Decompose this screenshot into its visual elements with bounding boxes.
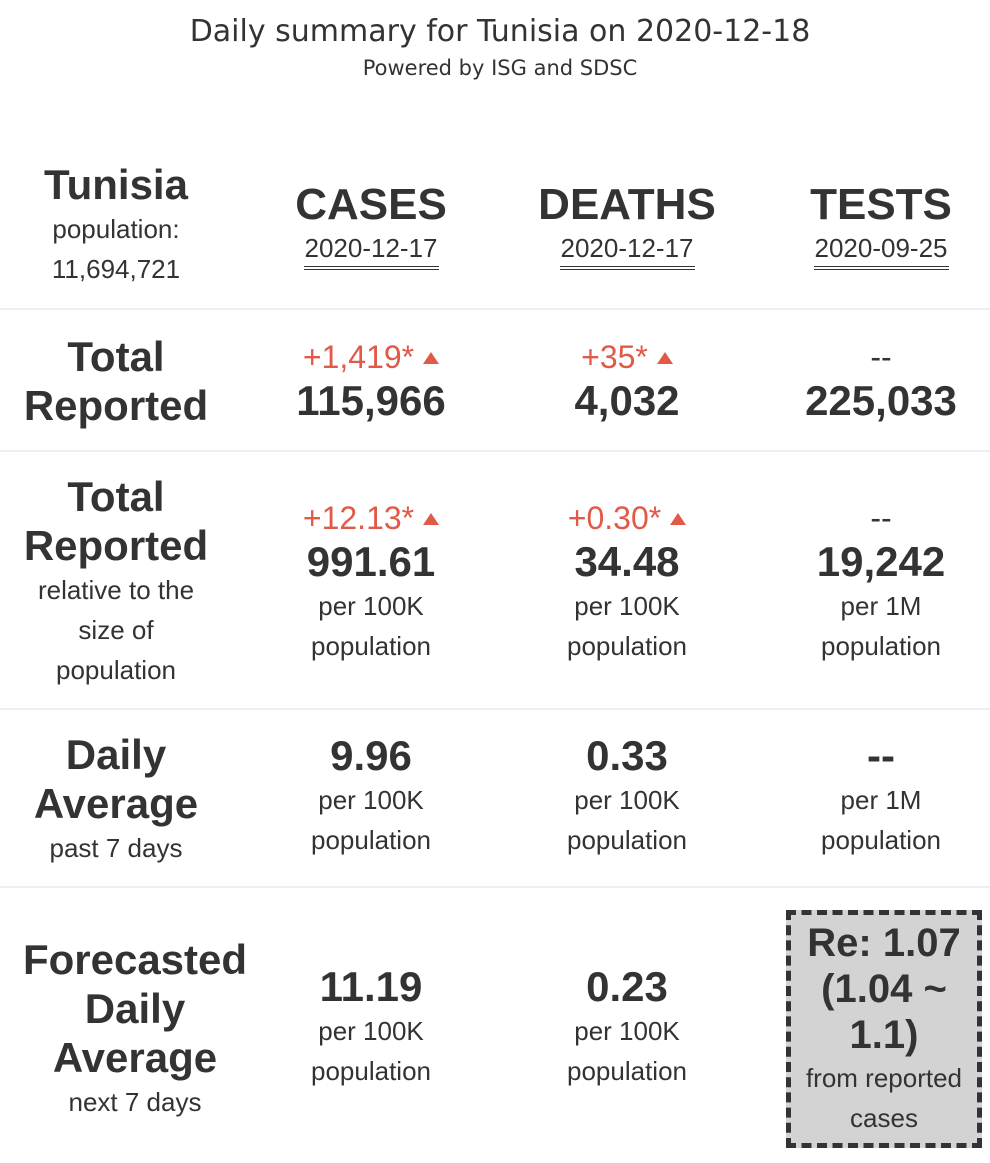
tests-header: TESTS 2020-09-25 [755,150,990,270]
tests-delta: -- [870,339,892,375]
re-estimate-box: Re: 1.07 (1.04 ~ 1.1) from reported case… [786,910,982,1148]
row-label-line: Forecasted [22,936,248,983]
cases-delta-text: +1,419* [302,339,415,375]
cases-date: 2020-12-17 [303,230,439,270]
triangle-up-icon [656,351,673,364]
unit-label: per 1M [840,785,922,815]
country-name: Tunisia [44,161,188,208]
page-title: Daily summary for Tunisia on 2020-12-18 [189,14,811,49]
deaths-delta: +35* [581,337,673,377]
deaths-delta: +0.30* [567,498,687,538]
re-source-end: cases [850,1103,918,1133]
tests-date: 2020-09-25 [813,230,949,270]
deaths-total: 4,032 [574,377,680,424]
relative-label: Total Reported relative to the size of p… [0,452,232,710]
triangle-up-icon [423,512,440,525]
row-label-line: Average [33,780,199,827]
row-sublabel: population [56,655,176,685]
header-row: Tunisia population: 11,694,721 CASES 202… [0,150,990,308]
row-sublabel: size of [78,615,154,645]
deaths-relative: 34.48 [574,538,680,585]
row-label-line: Total [67,333,165,380]
population-label: population: [52,214,180,244]
row-label-line: Reported [23,522,209,569]
forecast-cases-cell: 11.19 per 100K population [243,888,499,1163]
row-sublabel: past 7 days [49,833,183,863]
cases-total: 115,966 [296,377,446,424]
daily-cases-cell: 9.96 per 100K population [243,710,499,888]
deaths-date: 2020-12-17 [559,230,695,270]
unit-label: per 100K [574,1015,680,1046]
relative-row: Total Reported relative to the size of p… [0,450,990,710]
relative-cases-cell: +12.13* 991.61 per 100K population [243,452,499,666]
population-value: 11,694,721 [51,254,181,284]
deaths-delta-text: +35* [581,339,648,375]
unit-label: population [567,1055,687,1086]
unit-label: population [567,825,687,855]
total-reported-row: Total Reported +1,419* 115,966 +35* 4,03… [0,308,990,452]
unit-label: per 100K [318,785,424,815]
cases-forecast: 11.19 [319,962,423,1010]
unit-label: per 1M [840,591,922,621]
re-source: from reported [805,1063,963,1093]
deaths-forecast: 0.23 [586,962,668,1010]
relative-tests-cell: -- 19,242 per 1M population [755,452,990,666]
forecast-deaths-cell: 0.23 per 100K population [499,888,755,1163]
total-tests-cell: -- 225,033 [755,310,990,452]
forecast-row: Forecasted Daily Average next 7 days 11.… [0,886,990,1163]
unit-label: population [821,631,941,661]
forecast-label: Forecasted Daily Average next 7 days [0,888,270,1163]
country-cell: Tunisia population: 11,694,721 [0,150,232,289]
triangle-up-icon [423,351,440,364]
daily-tests-cell: -- per 1M population [755,710,990,888]
re-range: (1.04 ~ [821,967,947,1011]
deaths-daily: 0.33 [586,732,668,779]
deaths-header: DEATHS 2020-12-17 [499,150,755,270]
cases-daily: 9.96 [330,732,412,779]
unit-label: population [567,631,687,661]
total-reported-label: Total Reported [0,310,232,452]
page-subtitle: Powered by ISG and SDSC [362,56,638,80]
unit-label: population [311,631,431,661]
daily-deaths-cell: 0.33 per 100K population [499,710,755,888]
unit-label: population [311,825,431,855]
unit-label: per 100K [574,785,680,815]
row-sublabel: next 7 days [68,1087,202,1117]
cases-label: CASES [295,180,447,229]
tests-delta: -- [870,500,892,536]
row-label-line: Daily [84,985,186,1032]
unit-label: population [821,825,941,855]
re-range-end: 1.1) [849,1013,919,1057]
unit-label: per 100K [574,591,680,621]
cases-delta: +12.13* [302,498,440,538]
triangle-up-icon [670,512,687,525]
unit-label: population [311,1055,431,1086]
tests-total: 225,033 [805,377,957,424]
row-label-line: Daily [65,731,167,778]
cases-relative: 991.61 [306,538,436,585]
unit-label: per 100K [318,1015,424,1046]
relative-deaths-cell: +0.30* 34.48 per 100K population [499,452,755,666]
row-label-line: Reported [23,382,209,429]
tests-label: TESTS [810,180,952,229]
row-label-line: Total [67,473,165,520]
total-cases-cell: +1,419* 115,966 [243,310,499,452]
row-label-line: Average [52,1034,218,1081]
cases-header: CASES 2020-12-17 [243,150,499,270]
cases-delta-text: +12.13* [302,500,415,536]
tests-relative: 19,242 [816,538,946,585]
tests-daily: -- [867,732,895,779]
deaths-delta-text: +0.30* [567,500,662,536]
cases-delta: +1,419* [302,337,440,377]
re-value: Re: 1.07 [807,921,961,965]
deaths-label: DEATHS [538,180,716,229]
total-deaths-cell: +35* 4,032 [499,310,755,452]
row-sublabel: relative to the [37,575,195,605]
daily-average-row: Daily Average past 7 days 9.96 per 100K … [0,708,990,888]
daily-average-label: Daily Average past 7 days [0,710,232,888]
unit-label: per 100K [318,591,424,621]
